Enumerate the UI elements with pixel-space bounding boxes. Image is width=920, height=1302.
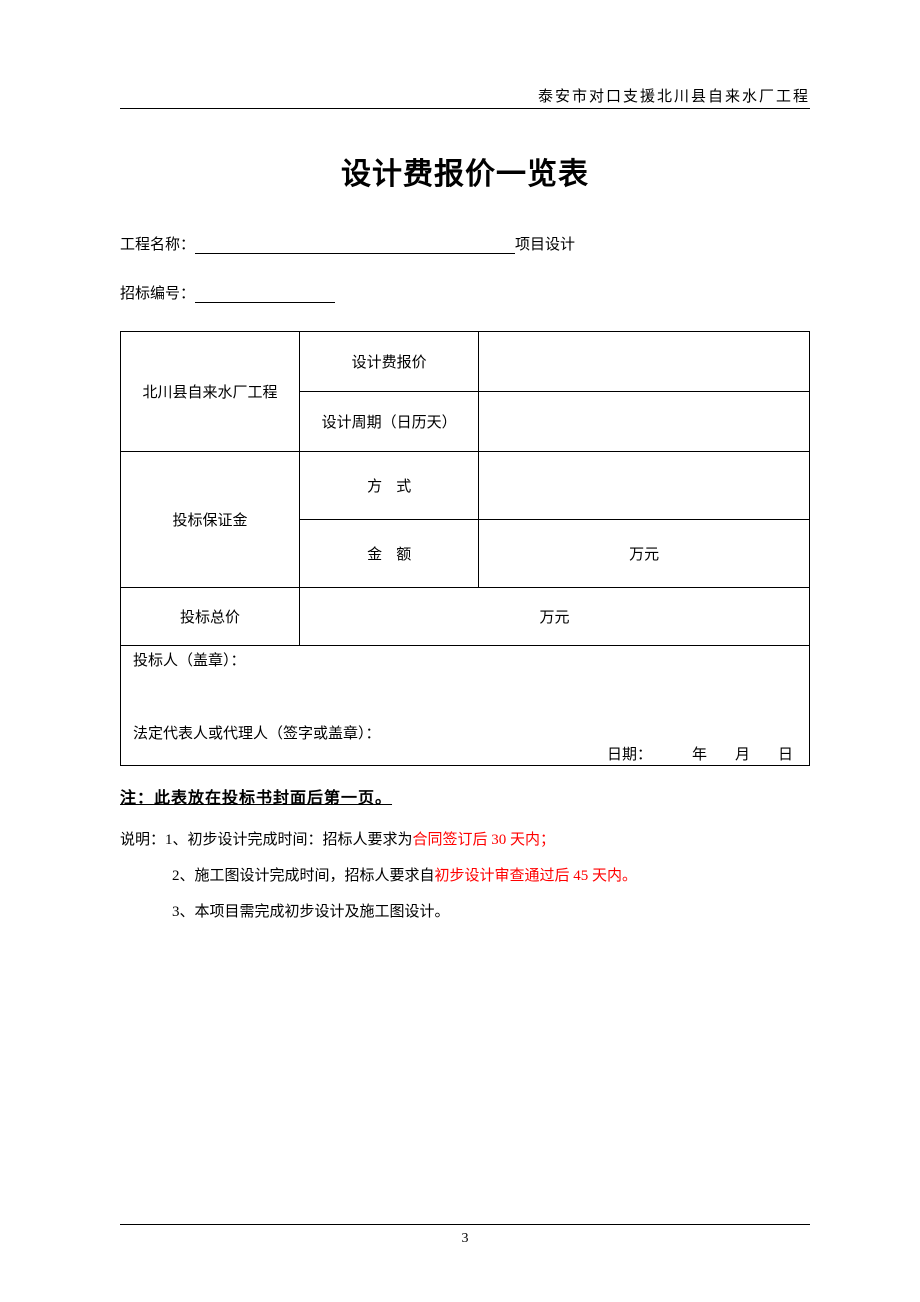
cell-design-fee-value[interactable] bbox=[479, 332, 810, 392]
desc-1b: 合同签订后 30 天内； bbox=[413, 832, 556, 848]
cell-deposit: 投标保证金 bbox=[121, 452, 300, 588]
quote-table: 北川县自来水厂工程 设计费报价 设计周期（日历天） 投标保证金 方式 金额 万元… bbox=[120, 331, 810, 766]
date-line: 日期： 年 月 日 bbox=[133, 743, 797, 764]
bid-number-blank[interactable] bbox=[195, 287, 335, 303]
desc-2b: 初步设计审查通过后 45 天内。 bbox=[435, 868, 638, 884]
cell-method-label: 方式 bbox=[300, 452, 479, 520]
cell-design-period-value[interactable] bbox=[479, 392, 810, 452]
project-name-blank[interactable] bbox=[195, 238, 515, 254]
cell-total-label: 投标总价 bbox=[121, 588, 300, 646]
page-footer: 3 bbox=[120, 1224, 810, 1247]
bidder-seal-label: 投标人（盖章）： bbox=[133, 649, 797, 670]
bid-number-row: 招标编号： bbox=[120, 282, 810, 303]
cell-design-period-label: 设计周期（日历天） bbox=[300, 392, 479, 452]
project-name-label: 工程名称： bbox=[120, 237, 195, 253]
date-label: 日期： bbox=[607, 743, 652, 764]
bid-number-label: 招标编号： bbox=[120, 286, 195, 302]
note-line: 注：此表放在投标书封面后第一页。 bbox=[120, 784, 810, 808]
document-title: 设计费报价一览表 bbox=[120, 149, 810, 193]
desc-prefix: 说明： bbox=[120, 832, 165, 848]
cell-signature[interactable]: 投标人（盖章）： 法定代表人或代理人（签字或盖章）： 日期： 年 月 日 bbox=[121, 646, 810, 766]
desc-2a: 2、施工图设计完成时间，招标人要求自 bbox=[172, 868, 435, 884]
day-label: 日 bbox=[778, 743, 793, 764]
project-name-suffix: 项目设计 bbox=[515, 237, 575, 253]
month-label: 月 bbox=[735, 743, 750, 764]
header-project: 泰安市对口支援北川县自来水厂工程 bbox=[120, 85, 810, 109]
legal-rep-label: 法定代表人或代理人（签字或盖章）： bbox=[133, 722, 797, 743]
description-block: 说明：1、初步设计完成时间：招标人要求为合同签订后 30 天内； 2、施工图设计… bbox=[120, 822, 810, 930]
project-name-row: 工程名称： 项目设计 bbox=[120, 233, 810, 254]
cell-amount-label: 金额 bbox=[300, 520, 479, 588]
page-number: 3 bbox=[120, 1224, 810, 1247]
cell-amount-value[interactable]: 万元 bbox=[479, 520, 810, 588]
cell-method-value[interactable] bbox=[479, 452, 810, 520]
cell-design-fee-label: 设计费报价 bbox=[300, 332, 479, 392]
cell-project: 北川县自来水厂工程 bbox=[121, 332, 300, 452]
desc-3: 3、本项目需完成初步设计及施工图设计。 bbox=[172, 904, 450, 920]
year-label: 年 bbox=[692, 743, 707, 764]
desc-1a: 1、初步设计完成时间：招标人要求为 bbox=[165, 832, 413, 848]
cell-total-value[interactable]: 万元 bbox=[300, 588, 810, 646]
